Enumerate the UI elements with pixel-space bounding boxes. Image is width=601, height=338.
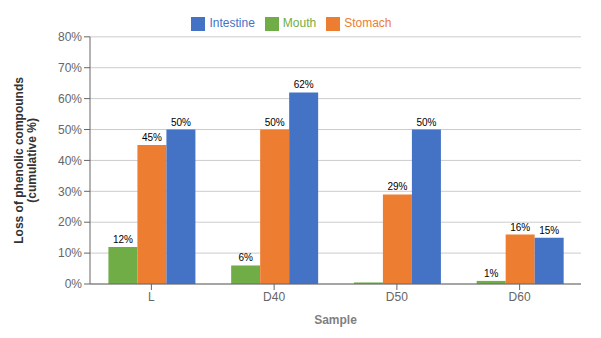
svg-text:D40: D40 (263, 290, 285, 304)
svg-text:D50: D50 (386, 290, 408, 304)
svg-text:16%: 16% (510, 222, 530, 233)
svg-text:60%: 60% (58, 92, 82, 106)
html-text:Intestine: Intestine (209, 16, 255, 30)
svg-text:30%: 30% (58, 185, 82, 199)
svg-text:6%: 6% (238, 252, 253, 263)
svg-text:20%: 20% (58, 215, 82, 229)
svg-text:Sample: Sample (314, 313, 357, 327)
svg-text:1%: 1% (484, 268, 499, 279)
svg-text:15%: 15% (539, 225, 559, 236)
svg-text:62%: 62% (294, 79, 314, 90)
svg-text:0%: 0% (65, 277, 83, 291)
svg-text:70%: 70% (58, 61, 82, 75)
svg-text:10%: 10% (58, 246, 82, 260)
svg-text:Loss of phenolic compounds(cum: Loss of phenolic compounds(cumulative %) (12, 77, 39, 244)
html-text:Mouth: Mouth (282, 16, 317, 30)
svg-text:80%: 80% (58, 30, 82, 44)
svg-text:40%: 40% (58, 154, 82, 168)
svg-text:50%: 50% (58, 123, 82, 137)
svg-text:50%: 50% (416, 117, 436, 128)
svg-text:L: L (148, 290, 155, 304)
svg-text:50%: 50% (265, 117, 285, 128)
svg-text:29%: 29% (387, 181, 407, 192)
html-text:Stomach: Stomach (344, 16, 392, 30)
svg-text:12%: 12% (113, 234, 133, 245)
svg-text:45%: 45% (142, 132, 162, 143)
svg-text:50%: 50% (171, 117, 191, 128)
svg-text:D60: D60 (509, 290, 531, 304)
